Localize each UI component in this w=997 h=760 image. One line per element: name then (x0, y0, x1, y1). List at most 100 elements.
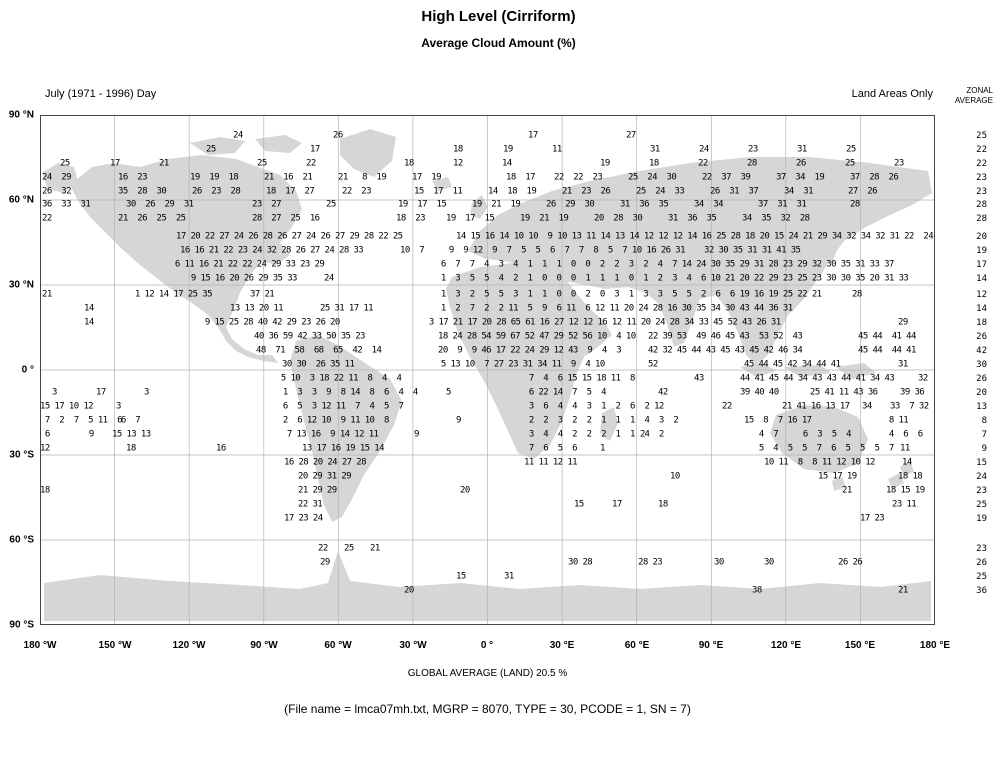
cloud-value-run: 16 23 (118, 172, 148, 183)
cloud-value-run: 25 24 30 (628, 172, 677, 183)
cloud-value-run: 31 36 35 (620, 199, 669, 210)
cloud-value-run: 31 (797, 144, 807, 155)
cloud-value-run: 18 17 (506, 172, 536, 183)
cloud-value-run: 7 6 5 6 (524, 443, 578, 454)
zonal-average-value: 19 (976, 246, 987, 256)
zonal-average-value: 12 (976, 290, 987, 300)
cloud-value-run: 1 12 14 17 25 35 (130, 289, 213, 300)
cloud-value-run: 15 17 19 (818, 471, 857, 482)
cloud-value-run: 22 37 39 (702, 172, 751, 183)
zonal-average-value: 7 (981, 430, 987, 440)
cloud-value-run: 6 3 5 4 (798, 429, 852, 440)
cloud-value-run: 22 39 53 49 46 45 43 53 52 43 (648, 331, 803, 342)
cloud-value-run: 2 2 3 2 2 1 1 1 4 3 2 (524, 415, 679, 426)
cloud-value-run: 17 23 (860, 513, 885, 524)
cloud-value-run: 11 11 12 11 (524, 457, 578, 468)
zonal-average-value: 8 (981, 416, 987, 426)
lat-tick-label: 90 °N (8, 109, 34, 121)
zonal-average-value: 24 (976, 472, 987, 482)
cloud-value-run: 32 (918, 373, 928, 384)
global-average-label: GLOBAL AVERAGE (LAND) 20.5 % (407, 668, 568, 679)
cloud-value-run: 23 27 (252, 199, 282, 210)
zonal-average-value: 25 (976, 500, 987, 510)
lon-tick-label: 180 °W (23, 640, 57, 651)
cloud-value-run: 15 (574, 499, 584, 510)
cloud-value-run: 33 7 32 (890, 401, 929, 412)
cloud-value-run: 24 29 (42, 172, 72, 183)
cloud-value-run: 14 15 16 14 10 10 9 10 13 11 14 13 14 12… (456, 231, 934, 242)
period-label: July (1971 - 1996) Day (45, 88, 157, 100)
cloud-value-run: 45 44 45 42 34 44 41 (744, 359, 841, 370)
cloud-value-run: 18 17 27 (266, 186, 315, 197)
cloud-value-run: 18 (453, 144, 463, 155)
cloud-value-run: 19 19 18 (190, 172, 239, 183)
zonal-average-value: 28 (976, 214, 987, 224)
cloud-value-run: 19 (600, 158, 610, 169)
cloud-value-run: 14 (502, 158, 512, 169)
zonal-average-value: 23 (976, 187, 987, 197)
cloud-value-run: 24 (233, 130, 243, 141)
cloud-value-run: 10 11 8 8 11 12 10 12 (764, 457, 875, 468)
zonal-average-value: 19 (976, 514, 987, 524)
zonal-header-line1: ZONAL (966, 86, 993, 95)
cloud-value-run: 17 19 (412, 172, 442, 183)
cloud-value-run: 26 26 (838, 557, 863, 568)
lon-tick-label: 90 °W (250, 640, 278, 651)
cloud-value-run: 4 7 (754, 429, 779, 440)
zonal-average-value: 26 (976, 558, 987, 568)
cloud-value-run: 28 27 25 16 (252, 213, 320, 224)
cloud-value-run: 10 7 (400, 245, 425, 256)
cloud-value-run: 37 21 (250, 289, 275, 300)
cloud-value-run: 20 (460, 485, 470, 496)
cloud-value-run: 21 8 19 (338, 172, 387, 183)
world-map-svg (40, 115, 935, 625)
cloud-value-run: 31 (898, 359, 908, 370)
cloud-value-run: 31 (504, 571, 514, 582)
cloud-value-run: 21 (370, 543, 380, 554)
cloud-value-run: 5 13 10 7 27 23 31 34 11 9 4 10 (436, 359, 605, 370)
map-plot: 24 26 17 27 25 17 18 19 11 31 24 23 31 25 25 17 21 25 22 18… (40, 115, 935, 625)
lat-tick-label: 60 °S (9, 534, 34, 546)
cloud-value-run: 21 (159, 158, 169, 169)
cloud-value-run: 34 34 (694, 199, 724, 210)
cloud-value-run: 42 32 45 44 43 45 43 45 42 46 34 (648, 345, 803, 356)
cloud-value-run: 20 28 30 (594, 213, 643, 224)
lon-tick-label: 150 °E (844, 640, 876, 651)
cloud-value-run: 1 3 2 5 5 3 1 1 0 0 2 0 3 1 3 3 5 5 2 6 … (436, 289, 822, 300)
cloud-value-run: 18 18 (898, 471, 923, 482)
lon-tick-label: 120 °W (172, 640, 206, 651)
cloud-value-run: 3 6 4 4 3 1 2 6 2 12 (524, 401, 665, 412)
cloud-value-run: 7 13 16 9 14 12 11 (282, 429, 379, 440)
cloud-value-run: 22 23 (342, 186, 372, 197)
cloud-value-run: 25 (845, 158, 855, 169)
cloud-value-run: 40 36 59 42 33 50 35 23 (254, 331, 365, 342)
cloud-value-run: 21 29 29 (298, 485, 337, 496)
cloud-value-run: 5 10 3 18 22 11 8 4 4 (276, 373, 402, 384)
cloud-value-run: 19 21 19 (520, 213, 569, 224)
cloud-value-run: 18 (658, 499, 668, 510)
map-border (40, 115, 935, 625)
cloud-value-run: 11 (552, 144, 562, 155)
lat-tick-label: 30 °N (8, 279, 34, 291)
cloud-value-run: 28 23 (638, 557, 663, 568)
cloud-value-run: 22 (306, 158, 316, 169)
cloud-value-run: 21 23 26 (562, 186, 611, 197)
cloud-value-run: 16 16 21 22 23 24 32 28 26 27 24 28 33 (180, 245, 364, 256)
page-title: High Level (Cirriform) (421, 8, 576, 25)
cloud-value-run: 13 13 20 11 (230, 303, 284, 314)
cloud-value-run: 20 9 9 46 17 22 24 29 12 43 9 4 3 (438, 345, 622, 356)
zonal-average-value: 9 (981, 444, 987, 454)
cloud-value-run: 25 (206, 144, 216, 155)
zonal-average-value: 20 (976, 232, 987, 242)
cloud-value-run: 18 15 19 (886, 485, 925, 496)
zonal-average-value: 20 (976, 388, 987, 398)
lon-tick-label: 30 °W (399, 640, 427, 651)
zonal-average-value: 18 (976, 318, 987, 328)
cloud-value-run: 26 29 30 (546, 199, 595, 210)
lon-tick-label: 150 °W (98, 640, 132, 651)
cloud-value-run: 26 23 28 (192, 186, 241, 197)
cloud-value-run: 5 4 5 5 7 6 5 5 5 7 (754, 443, 895, 454)
cloud-value-run: 30 28 (568, 557, 593, 568)
cloud-value-run: 1 (600, 443, 605, 454)
cloud-value-run: 52 (648, 359, 658, 370)
